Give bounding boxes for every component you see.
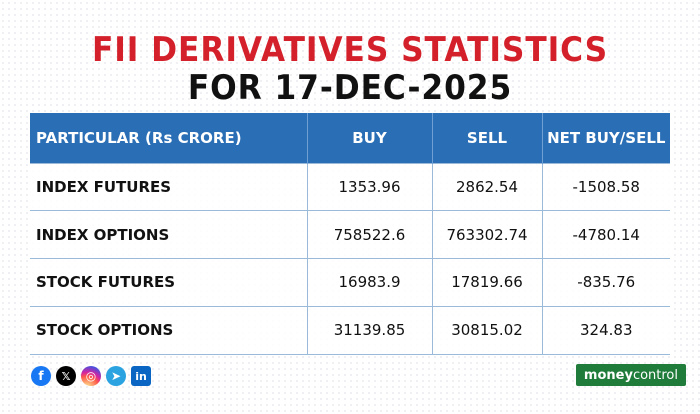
facebook-icon[interactable]: f [31,366,51,386]
row-label: STOCK OPTIONS [30,305,308,355]
telegram-icon[interactable]: ➤ [106,366,126,386]
instagram-icon[interactable]: ◎ [81,366,101,386]
brand-part-1: money [583,367,633,383]
buy-value: 758522.6 [307,210,433,259]
row-label: STOCK FUTURES [30,258,308,307]
buy-value: 31139.85 [307,305,433,355]
table-row: INDEX FUTURES 1353.96 2862.54 -1508.58 [30,162,670,211]
net-value: 324.83 [542,305,670,355]
header-buy: BUY [307,113,433,163]
table-header-row: PARTICULAR (Rs CRORE) BUY SELL NET BUY/S… [30,113,670,163]
sell-value: 763302.74 [432,210,543,259]
row-label: INDEX OPTIONS [30,210,308,259]
sell-value: 2862.54 [432,162,543,211]
table-row: INDEX OPTIONS 758522.6 763302.74 -4780.1… [30,210,670,259]
brand-part-2: control [632,367,678,383]
buy-value: 16983.9 [307,258,433,307]
sell-value: 17819.66 [432,258,543,307]
table-row: STOCK FUTURES 16983.9 17819.66 -835.76 [30,258,670,307]
social-links: f 𝕏 ◎ ➤ in [31,366,151,386]
x-icon[interactable]: 𝕏 [56,366,76,386]
moneycontrol-logo: money control [575,364,686,386]
title-line-1: FII DERIVATIVES STATISTICS [91,30,609,70]
header-net: NET BUY/SELL [542,113,670,163]
header-sell: SELL [432,113,543,163]
linkedin-icon[interactable]: in [131,366,151,386]
buy-value: 1353.96 [307,162,433,211]
row-label: INDEX FUTURES [30,162,308,211]
fii-stats-table: PARTICULAR (Rs CRORE) BUY SELL NET BUY/S… [30,113,670,355]
net-value: -835.76 [542,258,670,307]
table-row: STOCK OPTIONS 31139.85 30815.02 324.83 [30,305,670,355]
header-particular: PARTICULAR (Rs CRORE) [30,113,308,163]
net-value: -4780.14 [542,210,670,259]
title-line-2: FOR 17-DEC-2025 [187,68,513,108]
net-value: -1508.58 [542,162,670,211]
sell-value: 30815.02 [432,305,543,355]
